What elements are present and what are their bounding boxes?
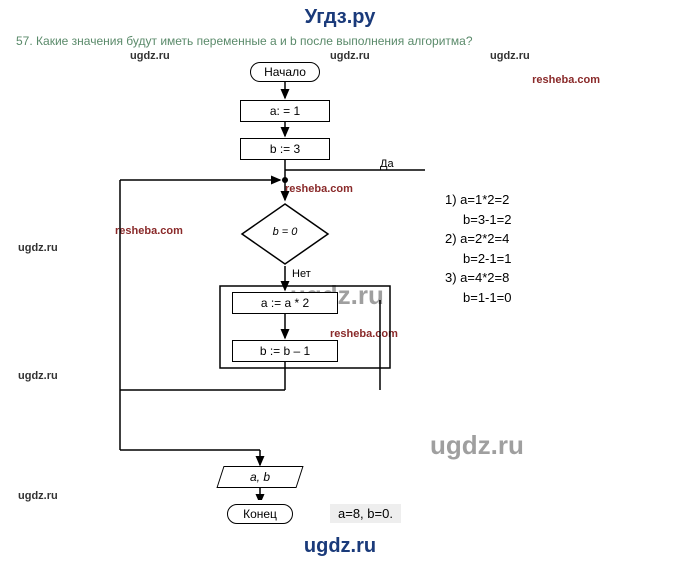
site-title-top: Угдз.ру <box>305 6 376 29</box>
calc-line: b=3-1=2 <box>445 210 511 230</box>
calc-line: 3) a=4*2=8 <box>445 268 511 288</box>
question-number: 57. <box>16 34 33 48</box>
flow-decision: b = 0 <box>240 202 330 262</box>
watermark-small: ugdz.ru <box>18 490 58 502</box>
flow-step-mul: a := a * 2 <box>232 292 338 314</box>
calculation-steps: 1) a=1*2=2 b=3-1=2 2) a=2*2=4 b=2-1=1 3)… <box>445 190 511 307</box>
flow-start: Начало <box>250 62 320 82</box>
flow-label-yes: Да <box>380 158 394 170</box>
flow-step-a-init: a: = 1 <box>240 100 330 122</box>
answer-box: a=8, b=0. <box>330 504 401 523</box>
flow-output: a, b <box>220 466 300 488</box>
question-text: 57. Какие значения будут иметь переменны… <box>16 34 473 48</box>
flow-end: Конец <box>227 504 293 524</box>
calc-line: b=2-1=1 <box>445 249 511 269</box>
site-title-bottom: ugdz.ru <box>304 535 376 558</box>
flow-label-no: Нет <box>292 268 311 280</box>
flow-step-dec: b := b – 1 <box>232 340 338 362</box>
calc-line: b=1-1=0 <box>445 288 511 308</box>
flowchart-lines <box>80 60 600 500</box>
watermark-small: ugdz.ru <box>18 370 58 382</box>
calc-line: 2) a=2*2=4 <box>445 229 511 249</box>
flowchart-container: Начало a: = 1 b := 3 b = 0 Да Нет a := a… <box>80 60 600 500</box>
question-body: Какие значения будут иметь переменные a … <box>36 34 472 48</box>
calc-line: 1) a=1*2=2 <box>445 190 511 210</box>
flow-output-label: a, b <box>250 470 270 484</box>
watermark-small: ugdz.ru <box>18 242 58 254</box>
flow-step-b-init: b := 3 <box>240 138 330 160</box>
flow-decision-label: b = 0 <box>273 226 298 238</box>
